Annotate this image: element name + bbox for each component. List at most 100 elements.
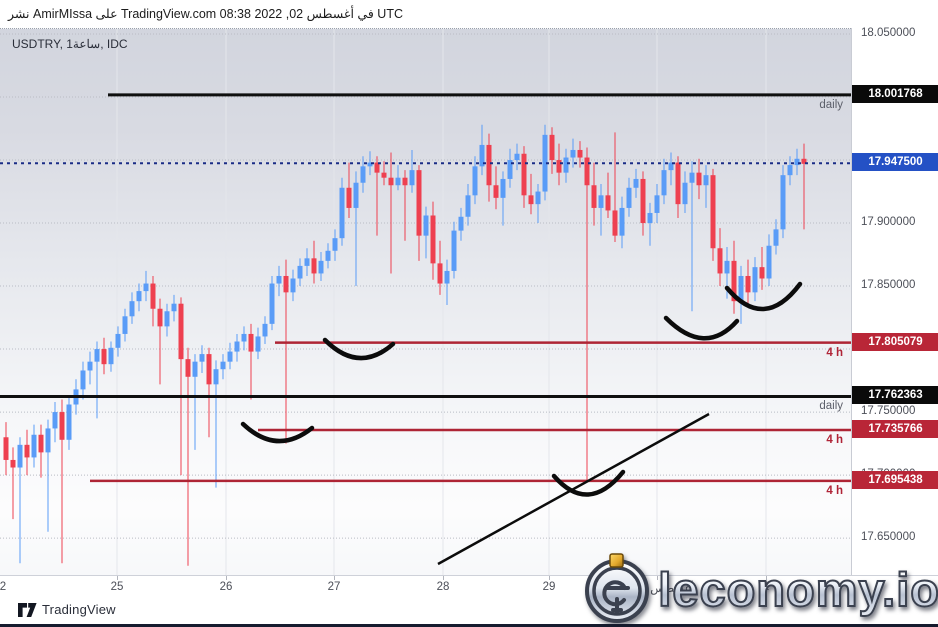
- candle-body: [612, 210, 618, 236]
- candle-body: [773, 229, 779, 246]
- candle-body: [66, 404, 72, 440]
- arc-annotation: [551, 469, 626, 497]
- bottom-accent-bar: [0, 624, 938, 627]
- candle-body: [689, 172, 695, 183]
- candle-body: [465, 195, 471, 217]
- candle-body: [507, 160, 513, 179]
- time-axis-tick: [549, 576, 550, 580]
- level-label: 4 h: [826, 484, 843, 497]
- candle-body: [724, 260, 730, 274]
- candle-body: [696, 172, 702, 186]
- candle-body: [262, 323, 268, 337]
- candle-body: [339, 187, 345, 239]
- candle-body: [766, 245, 772, 279]
- candle-body: [87, 361, 93, 371]
- time-axis-tick: [766, 576, 767, 580]
- time-axis-tick: [334, 576, 335, 580]
- candle-body: [514, 153, 520, 161]
- candle-body: [787, 165, 793, 176]
- candle-body: [143, 283, 149, 292]
- candle-body: [801, 158, 807, 164]
- footer-bar: TradingView: [0, 600, 938, 624]
- candle-body: [115, 333, 121, 348]
- time-axis-tick: [443, 576, 444, 580]
- candle-body: [738, 275, 744, 302]
- candle-body: [423, 215, 429, 236]
- candle-body: [451, 230, 457, 271]
- candle-body: [619, 207, 625, 236]
- candle-body: [535, 191, 541, 205]
- candle-body: [780, 175, 786, 230]
- price-axis-label: 17.850000: [861, 278, 916, 291]
- price-badge: 18.001768: [852, 84, 938, 103]
- candle-body: [640, 178, 646, 224]
- candle-body: [626, 187, 632, 208]
- candle-body: [374, 162, 380, 173]
- candle-body: [563, 157, 569, 173]
- candle-body: [129, 301, 135, 317]
- candle-body: [647, 212, 653, 224]
- time-axis-tick: [226, 576, 227, 580]
- candle-body: [388, 177, 394, 186]
- candle-body: [444, 270, 450, 284]
- candle-body: [248, 333, 254, 352]
- candle-body: [171, 303, 177, 312]
- price-axis-label: 18.050000: [861, 26, 916, 39]
- chart-plot-area[interactable]: USDTRY, 1ساعة, IDC daily 4 h daily 4 h 4 h: [0, 28, 851, 576]
- arc-annotation: [322, 337, 396, 361]
- candle-body: [24, 444, 30, 458]
- candle-body: [185, 359, 191, 377]
- candle-body: [521, 153, 527, 196]
- candle-body: [500, 178, 506, 198]
- tradingview-mark-icon: [18, 602, 37, 617]
- candle-body: [458, 216, 464, 231]
- price-badge: 17.947500: [852, 153, 938, 172]
- candle-body: [591, 185, 597, 208]
- candle-body: [241, 333, 247, 342]
- candle-body: [311, 258, 317, 274]
- symbol-legend[interactable]: USDTRY, 1ساعة, IDC: [12, 37, 128, 51]
- trend-line: [437, 412, 710, 566]
- candle-body: [668, 162, 674, 171]
- level-label: 4 h: [826, 346, 843, 359]
- arc-annotation: [240, 421, 315, 444]
- time-axis-label: 29: [542, 581, 556, 593]
- time-axis[interactable]: 2 25 26 27 28 29 أغسطس 2: [0, 575, 851, 600]
- candle-body: [717, 248, 723, 274]
- candle-body: [416, 170, 422, 236]
- candle-body: [52, 412, 58, 429]
- tradingview-logo[interactable]: TradingView: [18, 602, 116, 617]
- candle-body: [178, 303, 184, 360]
- candle-body: [402, 177, 408, 186]
- candle-body: [80, 370, 86, 390]
- candle-body: [38, 434, 44, 453]
- candle-body: [437, 263, 443, 284]
- price-axis-label: 17.900000: [861, 215, 916, 228]
- candle-body: [206, 354, 212, 385]
- candle-body: [493, 185, 499, 198]
- candle-body: [794, 158, 800, 166]
- price-axis-label: 17.750000: [861, 404, 916, 417]
- candle-body: [94, 349, 100, 362]
- candle-body: [31, 434, 37, 458]
- candle-body: [570, 149, 576, 158]
- axis-corner: [851, 575, 938, 600]
- price-axis[interactable]: 18.05000017.90000017.85000017.80000017.7…: [851, 26, 938, 575]
- candle-body: [577, 149, 583, 158]
- time-axis-label: أغسطس: [650, 583, 694, 595]
- time-axis-label: 25: [110, 581, 124, 593]
- level-label: daily: [819, 98, 843, 111]
- candle-body: [731, 260, 737, 302]
- candlestick-chart[interactable]: [0, 29, 851, 576]
- candle-body: [255, 336, 261, 352]
- candle-body: [472, 166, 478, 196]
- candle-body: [710, 175, 716, 249]
- candle-body: [59, 412, 65, 440]
- candle-body: [549, 134, 555, 161]
- candle-body: [283, 275, 289, 293]
- candle-body: [157, 308, 163, 327]
- candle-body: [542, 134, 548, 192]
- candle-body: [486, 144, 492, 186]
- tradingview-label: TradingView: [42, 602, 116, 617]
- candle-body: [661, 170, 667, 196]
